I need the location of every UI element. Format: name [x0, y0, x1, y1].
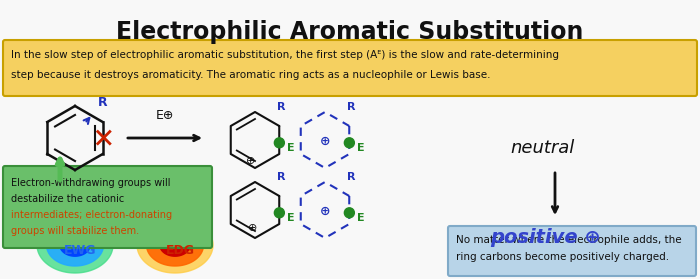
Polygon shape: [146, 224, 204, 266]
Text: R: R: [347, 102, 356, 112]
Text: ⊕: ⊕: [320, 135, 330, 148]
Text: R: R: [277, 102, 286, 112]
Polygon shape: [137, 217, 213, 273]
Text: neutral: neutral: [510, 139, 574, 157]
Circle shape: [274, 138, 284, 148]
Text: No matter where the electrophile adds, the: No matter where the electrophile adds, t…: [456, 235, 682, 245]
Text: intermediates; electron-donating: intermediates; electron-donating: [11, 210, 172, 220]
Circle shape: [344, 208, 354, 218]
Text: R: R: [277, 172, 286, 182]
Text: E: E: [287, 143, 295, 153]
Text: ⊕: ⊕: [320, 205, 330, 218]
FancyBboxPatch shape: [448, 226, 696, 276]
Text: Electrophilic Aromatic Substitution: Electrophilic Aromatic Substitution: [116, 20, 584, 44]
Text: R: R: [97, 96, 107, 109]
Text: In the slow step of electrophilic aromatic substitution, the first step (Aᴱ) is : In the slow step of electrophilic aromat…: [11, 50, 559, 60]
Text: EDG: EDG: [165, 244, 195, 257]
Text: step because it destroys aromaticity. The aromatic ring acts as a nucleophile or: step because it destroys aromaticity. Th…: [11, 70, 491, 80]
Text: ⊕: ⊕: [246, 156, 256, 166]
Text: E: E: [357, 143, 365, 153]
Text: EWG: EWG: [64, 244, 97, 257]
Text: E: E: [357, 213, 365, 223]
Text: ring carbons become positively charged.: ring carbons become positively charged.: [456, 252, 669, 262]
FancyBboxPatch shape: [3, 166, 212, 248]
Text: Electron-withdrawing groups will: Electron-withdrawing groups will: [11, 178, 171, 188]
Text: groups will stabilize them.: groups will stabilize them.: [11, 226, 139, 236]
Polygon shape: [37, 217, 113, 273]
Text: E: E: [287, 213, 295, 223]
Text: ⊕: ⊕: [248, 223, 257, 233]
Text: E⊕: E⊕: [156, 109, 174, 122]
FancyBboxPatch shape: [3, 40, 697, 96]
Polygon shape: [160, 234, 190, 256]
Text: R: R: [347, 172, 356, 182]
Polygon shape: [46, 224, 104, 266]
Text: positive ⊕: positive ⊕: [490, 228, 601, 247]
Circle shape: [274, 208, 284, 218]
Text: destabilize the cationic: destabilize the cationic: [11, 194, 125, 204]
Polygon shape: [60, 234, 90, 256]
Circle shape: [344, 138, 354, 148]
